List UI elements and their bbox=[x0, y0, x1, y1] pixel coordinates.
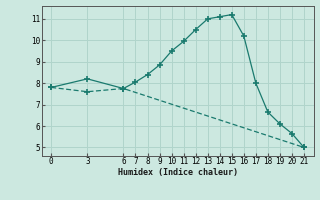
X-axis label: Humidex (Indice chaleur): Humidex (Indice chaleur) bbox=[118, 168, 237, 177]
